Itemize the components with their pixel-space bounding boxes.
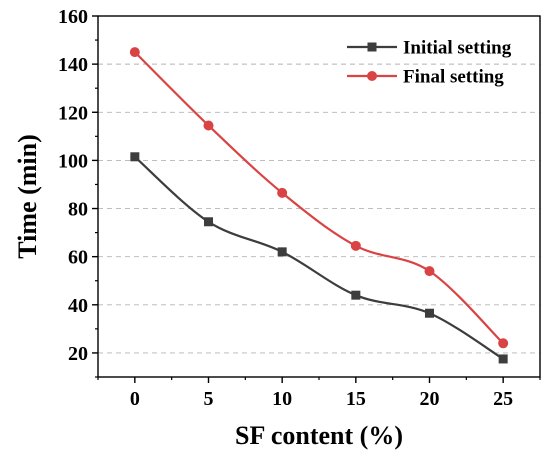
legend-label: Final setting xyxy=(403,67,504,88)
grid-lines xyxy=(98,63,540,354)
data-point xyxy=(425,308,434,318)
series-initial-setting xyxy=(130,152,508,364)
y-tick-label: 140 xyxy=(58,54,88,76)
axis-ticks: 20 40 60 80 100 120 140 160 0 5 10 15 20 25 xyxy=(58,6,541,410)
y-tick-label: 100 xyxy=(58,150,88,172)
series-line xyxy=(134,51,504,345)
series-line xyxy=(134,155,504,360)
data-point xyxy=(203,120,214,131)
series-layer xyxy=(129,47,509,364)
y-tick-label: 60 xyxy=(68,247,88,269)
series-final-setting xyxy=(129,47,509,349)
x-axis-title: SF content (%) xyxy=(235,421,403,450)
data-point xyxy=(130,152,140,162)
y-tick-label: 120 xyxy=(58,102,88,124)
data-point xyxy=(498,338,509,349)
data-point xyxy=(277,187,288,198)
y-tick-label: 20 xyxy=(68,343,88,365)
legend: Initial setting Final setting xyxy=(347,38,512,88)
x-tick-label: 25 xyxy=(493,388,513,410)
x-tick-label: 5 xyxy=(204,388,214,410)
legend-marker xyxy=(367,42,377,52)
x-tick-label: 0 xyxy=(130,388,140,410)
data-point xyxy=(498,354,508,364)
data-point xyxy=(277,247,287,257)
data-point xyxy=(424,266,435,277)
x-tick-label: 15 xyxy=(346,388,366,410)
data-point xyxy=(204,217,213,227)
legend-item: Final setting xyxy=(347,67,504,88)
y-axis-title: Time (min) xyxy=(13,134,42,258)
legend-marker xyxy=(367,71,377,81)
y-tick-label: 160 xyxy=(58,6,88,28)
data-point xyxy=(351,290,361,300)
y-tick-label: 40 xyxy=(68,295,88,317)
x-tick-label: 10 xyxy=(272,388,292,410)
legend-item: Initial setting xyxy=(347,38,512,59)
data-point xyxy=(350,240,361,251)
x-tick-label: 20 xyxy=(420,388,440,410)
y-tick-label: 80 xyxy=(68,199,88,221)
data-point xyxy=(129,47,140,58)
legend-label: Initial setting xyxy=(403,38,512,59)
